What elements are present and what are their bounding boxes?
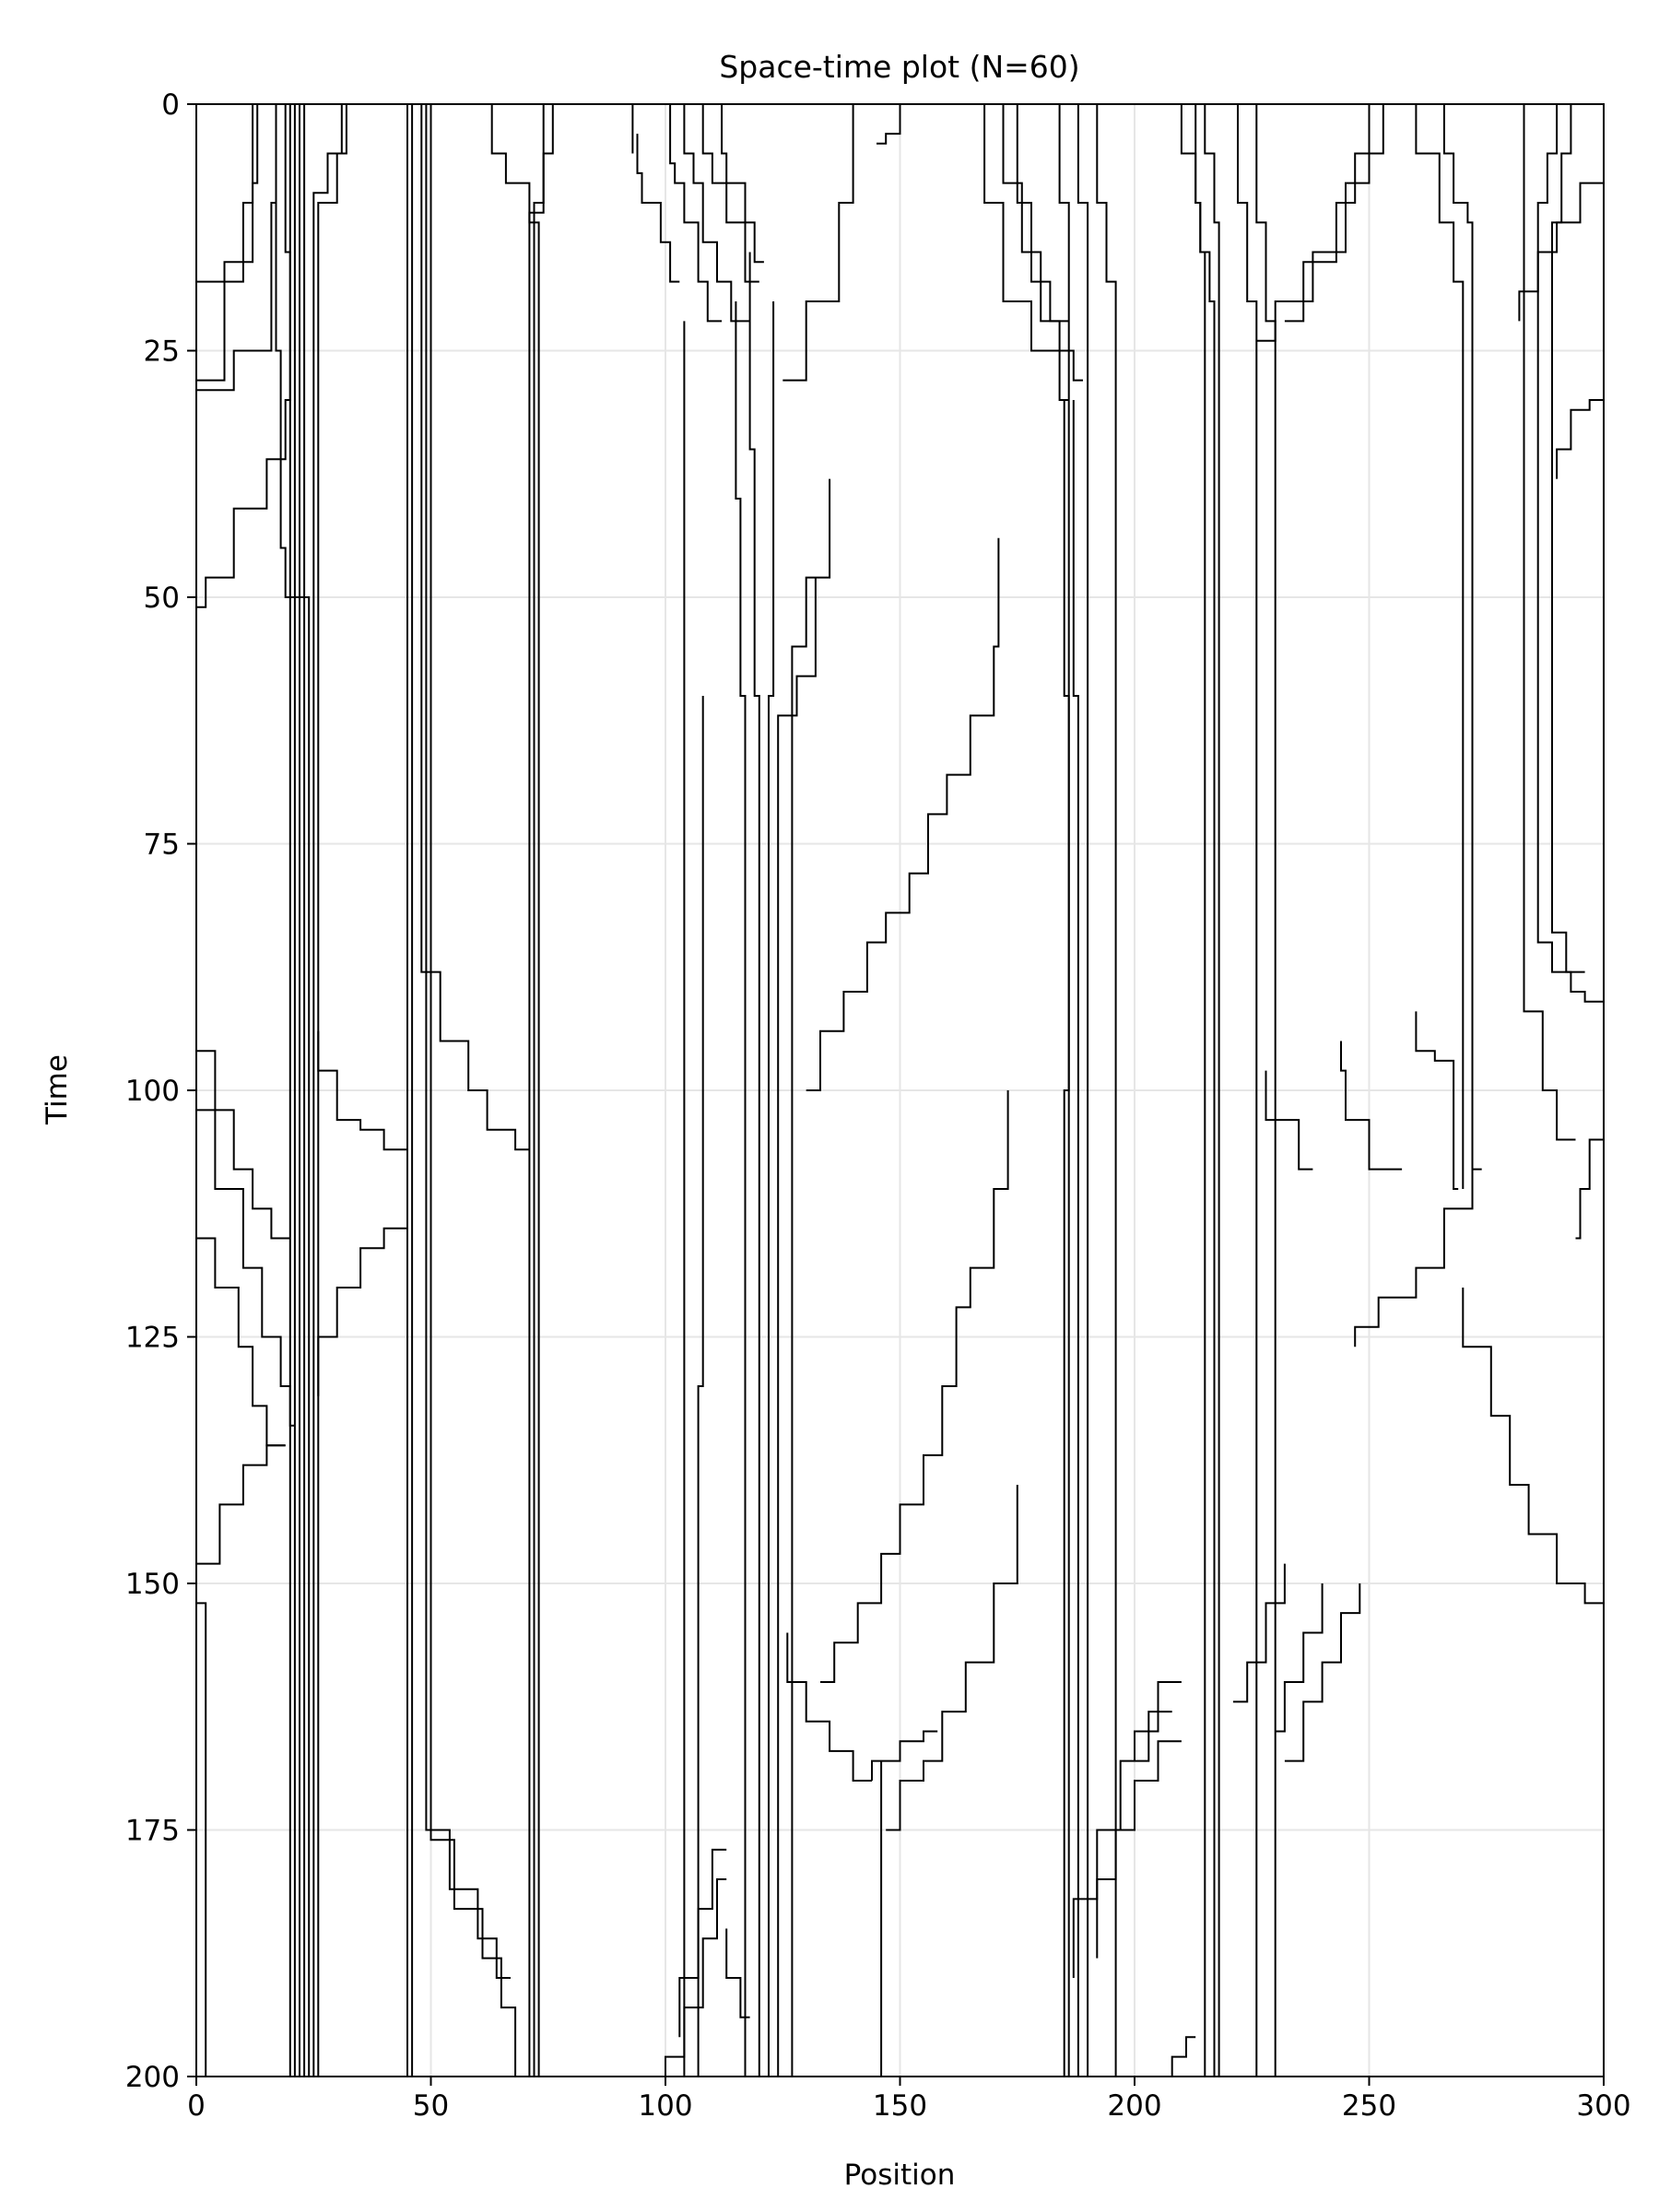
trajectory-line-18 (528, 104, 554, 2077)
trajectory-line-48 (1204, 104, 1220, 2077)
trajectory-line-61 (1536, 104, 1604, 1003)
x-axis-ticks: 0 50 100 150 200 250 300 (187, 2077, 1631, 2123)
trajectory-line-20 (636, 134, 680, 283)
trajectory-line-60 (1523, 104, 1576, 1141)
x-axis-label: Position (844, 2159, 956, 2192)
trajectory-line-44 (886, 1485, 1018, 1831)
trajectory-line-51 (1256, 104, 1371, 342)
trajectory-line-65 (1575, 1090, 1605, 1240)
trajectory-line-38 (1058, 104, 1070, 2077)
x-tick-label: 50 (413, 2089, 449, 2123)
trajectory-line-55 (1340, 1041, 1403, 1171)
trajectory-line-39 (1077, 104, 1089, 2077)
chart-title: Space-time plot (N=60) (719, 49, 1079, 85)
trajectory-line-37 (1016, 104, 1069, 323)
trajectory-line-66 (196, 1602, 207, 2077)
trajectory-line-1 (196, 104, 259, 382)
trajectory-line-29 (768, 301, 775, 2077)
y-tick-label: 150 (125, 1568, 180, 1601)
trajectory-line-10 (317, 104, 347, 2077)
y-tick-label: 0 (161, 88, 180, 122)
trajectory-line-16 (490, 104, 540, 2077)
trajectory-line-28 (748, 252, 760, 2077)
trajectory-line-22 (683, 104, 750, 323)
trajectory-line-42 (1072, 400, 1079, 2077)
x-tick-label: 300 (1576, 2089, 1630, 2123)
trajectory-line-81 (1171, 2036, 1196, 2077)
trajectory-line-73 (665, 1878, 727, 2077)
trajectory-line-45 (820, 1090, 1009, 1683)
trajectory-line-43 (806, 537, 1000, 1091)
trajectory-line-27 (735, 301, 747, 2077)
trajectory-line-9 (312, 104, 343, 2077)
trajectory-line-35 (983, 104, 1069, 401)
trajectory-line-71 (317, 1227, 407, 1396)
trajectory-line-5 (284, 104, 296, 2077)
trajectory-line-83 (1275, 1583, 1324, 1733)
trajectory-line-52 (1284, 104, 1384, 323)
trajectory-line-68 (195, 1051, 295, 1427)
trajectory-line-26 (697, 696, 704, 2077)
trajectory-line-0 (196, 104, 254, 283)
trajectory-line-63 (1518, 182, 1604, 322)
trajectory-line-77 (871, 1730, 938, 1781)
trajectory-line-82 (1232, 1563, 1286, 1703)
trajectory-line-19 (631, 103, 656, 154)
x-tick-label: 0 (187, 2089, 206, 2123)
trajectory-line-7 (299, 104, 306, 2077)
x-tick-label: 100 (638, 2089, 692, 2123)
trajectory-line-78 (1134, 1681, 1182, 1761)
x-tick-label: 200 (1107, 2089, 1161, 2123)
y-tick-label: 50 (144, 582, 180, 615)
trajectory-line-32 (782, 104, 854, 382)
trajectory-line-74 (678, 1848, 727, 2038)
trajectory-line-30 (777, 577, 817, 2077)
trajectory-line-8 (303, 104, 311, 2077)
trajectory-line-13 (420, 104, 530, 1151)
trajectory-line-31 (787, 478, 831, 2077)
trajectory-line-84 (1284, 1583, 1361, 1762)
trajectory-line-54 (1442, 104, 1474, 1189)
trajectory-line-50 (1255, 104, 1277, 2077)
trajectory-line-24 (721, 104, 764, 264)
trajectory-line-80 (1096, 1740, 1182, 1959)
trajectory-line-34 (877, 104, 901, 145)
trajectory-line-15 (429, 104, 517, 2077)
trajectory-line-56 (1415, 1011, 1459, 1190)
x-tick-label: 150 (873, 2089, 927, 2123)
trajectory-line-57 (1265, 1070, 1313, 1171)
trajectory-line-47 (1194, 104, 1216, 2077)
x-tick-label: 250 (1342, 2089, 1396, 2123)
trajectory-line-69 (195, 1179, 286, 1447)
trajectory-line-75 (725, 1928, 750, 2018)
trajectory-line-67 (195, 992, 290, 1240)
trajectory-line-53 (1415, 104, 1465, 1189)
y-tick-label: 200 (125, 2061, 180, 2094)
y-tick-label: 175 (125, 1815, 180, 1848)
trajectory-line-41 (1063, 400, 1070, 2077)
trajectory-line-76 (786, 1632, 872, 1782)
trajectory-line-49 (1237, 104, 1258, 2077)
y-tick-label: 25 (144, 335, 180, 369)
trajectory-line-21 (669, 104, 723, 323)
trajectory-line-2 (196, 104, 277, 392)
y-tick-label: 125 (125, 1322, 180, 1355)
y-tick-label: 75 (144, 829, 180, 862)
trajectory-line-6 (293, 104, 300, 2077)
y-axis-ticks: 0 25 50 75 100 125 150 175 200 (125, 88, 196, 2094)
trajectory-line-64 (1556, 399, 1604, 479)
trajectory-line-59 (1462, 1288, 1604, 1605)
trajectory-line-40 (1096, 104, 1117, 2077)
y-axis-label: Time (41, 1054, 74, 1125)
trajectory-line-36 (1002, 104, 1083, 382)
trajectory-line-58 (1354, 1168, 1482, 1347)
trajectory-line-72 (317, 1030, 407, 1151)
trajectory-line-62 (1551, 104, 1585, 973)
trajectory-line-23 (701, 104, 759, 283)
y-tick-label: 100 (125, 1075, 180, 1108)
trajectory-line-70 (195, 1444, 286, 1604)
